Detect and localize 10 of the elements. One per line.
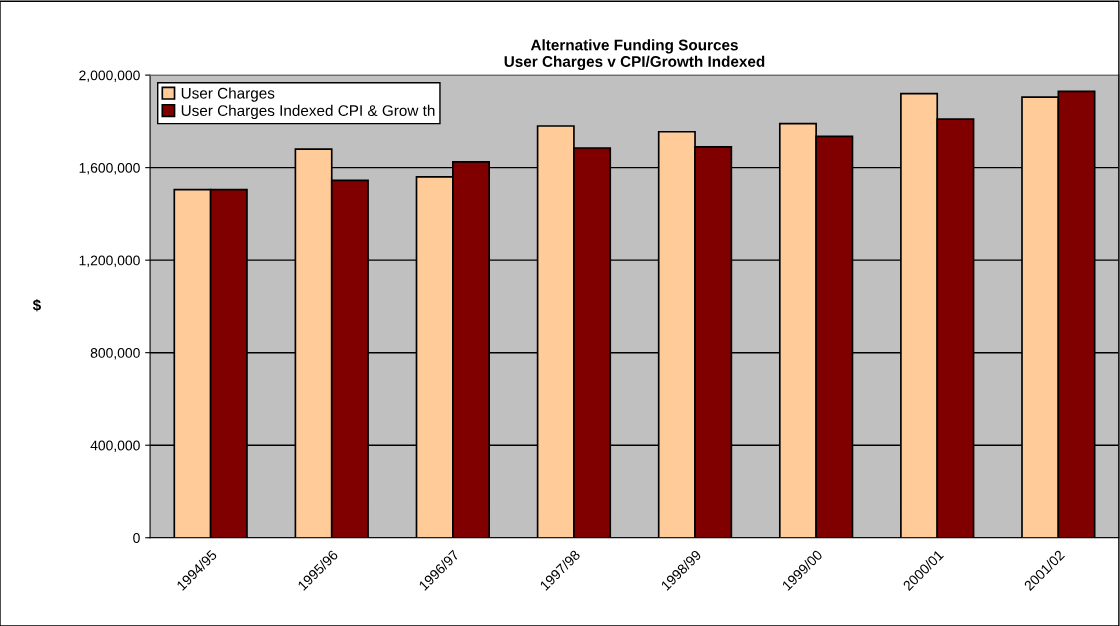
- legend-label: User Charges Indexed CPI & Grow th: [181, 104, 435, 120]
- y-tick-label: 1,600,000: [79, 162, 140, 175]
- legend-label: User Charges: [181, 87, 275, 102]
- y-axis-title: $: [32, 299, 41, 312]
- y-tick-label: 0: [133, 533, 140, 543]
- y-tick-label: 800,000: [90, 348, 140, 360]
- y-tick-label: 2,000,000: [79, 70, 140, 82]
- y-tick-label: 400,000: [90, 440, 140, 453]
- y-tick-label: 1,200,000: [79, 255, 140, 267]
- chart-title: Alternative Funding Sources User Charges v CPI/Growth Indexed: [504, 39, 765, 71]
